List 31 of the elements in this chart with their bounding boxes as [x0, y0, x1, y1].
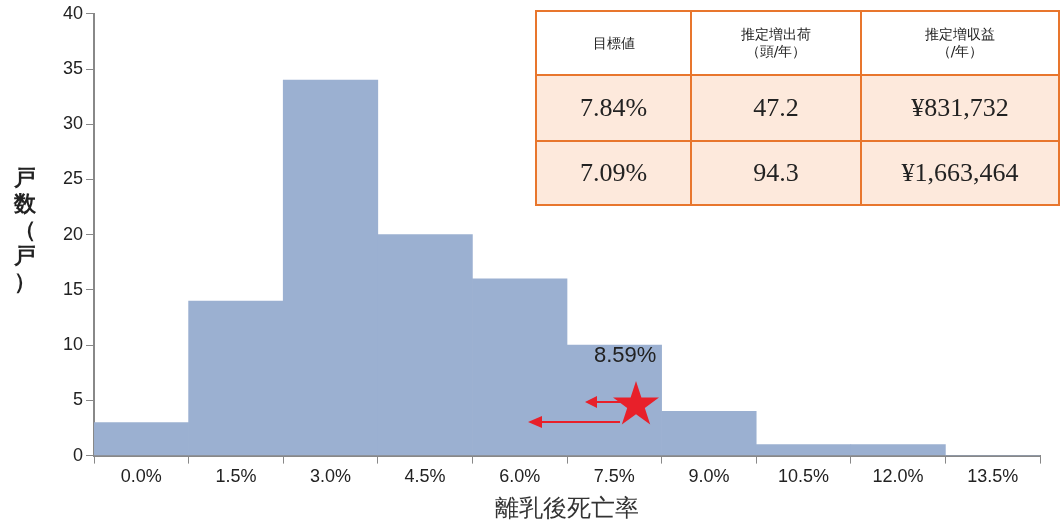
x-tick-label: 12.0% [872, 466, 924, 487]
annotation: 目標値 [592, 34, 635, 52]
y-tick-label: 40 [62, 2, 84, 23]
y-tick-label: 30 [62, 113, 84, 134]
y-tick-label: 5 [73, 389, 84, 410]
x-axis-title: 離乳後死亡率 [495, 493, 640, 522]
x-tick-label: 0.0% [120, 466, 162, 487]
y-axis-title: 戸数（戸） [12, 165, 37, 295]
x-tick-label: 3.0% [310, 466, 352, 487]
annotation: 推定増収益（/年） [924, 26, 996, 60]
x-tick-label: 7.5% [593, 466, 635, 487]
x-tick-label: 10.5% [777, 466, 830, 487]
annotation: 94.3 [753, 157, 799, 189]
annotation: 推定増出荷（頭/年） [740, 26, 812, 60]
annotation: 47.2 [753, 92, 799, 124]
y-tick-label: 20 [62, 223, 84, 244]
y-tick-label: 10 [62, 334, 84, 355]
x-tick-label: 13.5% [967, 466, 1019, 487]
x-tick-label: 4.5% [404, 466, 446, 487]
annotation: ¥1,663,464 [901, 157, 1019, 189]
x-tick-label: 1.5% [215, 466, 257, 487]
y-tick-label: 35 [62, 57, 84, 78]
annotation: 7.84% [579, 92, 648, 124]
x-tick-label: 6.0% [499, 466, 541, 487]
annotation: 8.59% [594, 342, 657, 368]
annotation: ¥831,732 [911, 92, 1009, 124]
y-tick-label: 15 [62, 278, 84, 299]
annotation: 7.09% [579, 157, 648, 189]
x-tick-label: 9.0% [688, 466, 730, 487]
y-tick-label: 0 [73, 444, 84, 465]
y-tick-label: 25 [62, 168, 84, 189]
